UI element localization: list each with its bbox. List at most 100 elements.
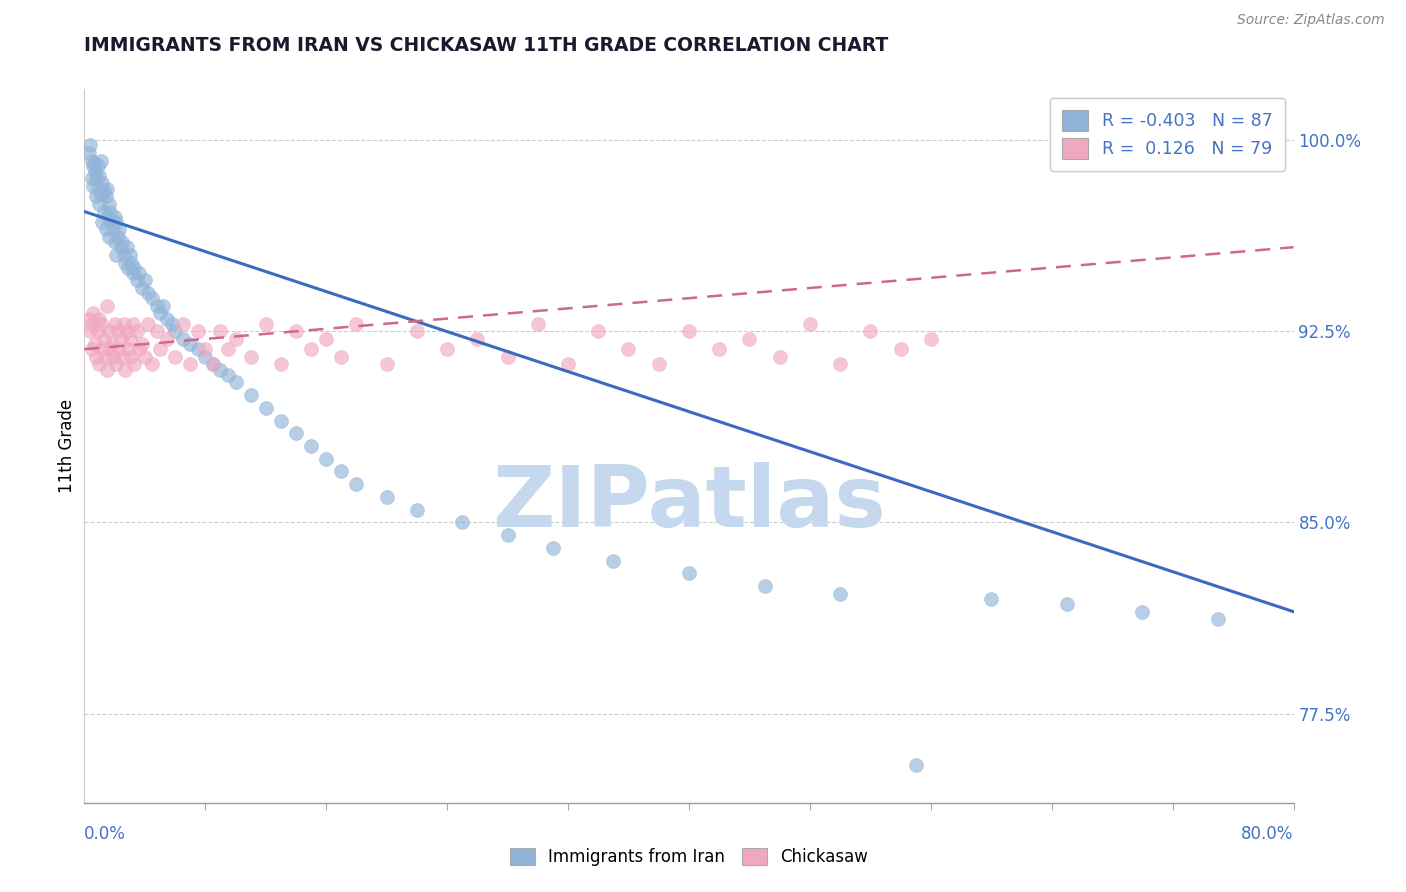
Point — [89, 169, 111, 183]
Point — [134, 350, 156, 364]
Text: Source: ZipAtlas.com: Source: ZipAtlas.com — [1237, 13, 1385, 28]
Point — [117, 342, 139, 356]
Point — [149, 342, 172, 356]
Point — [209, 362, 232, 376]
Point — [89, 197, 111, 211]
Point — [94, 350, 117, 364]
Point — [738, 332, 761, 346]
Point — [91, 215, 114, 229]
Point — [90, 153, 112, 168]
Point — [107, 230, 129, 244]
Point — [91, 177, 114, 191]
Point — [136, 317, 159, 331]
Point — [128, 266, 150, 280]
Point — [136, 286, 159, 301]
Point — [80, 153, 103, 168]
Text: 0.0%: 0.0% — [84, 825, 127, 843]
Point — [890, 342, 912, 356]
Point — [647, 358, 671, 372]
Point — [165, 324, 187, 338]
Point — [110, 240, 132, 254]
Point — [101, 350, 124, 364]
Point — [84, 337, 107, 351]
Point — [121, 266, 143, 280]
Point — [118, 248, 141, 262]
Point — [105, 215, 128, 229]
Point — [105, 358, 128, 372]
Point — [375, 490, 398, 504]
Point — [86, 171, 108, 186]
Point — [830, 587, 852, 601]
Point — [131, 337, 153, 351]
Point — [172, 317, 194, 331]
Point — [239, 388, 262, 402]
Point — [451, 516, 474, 530]
Point — [209, 324, 232, 338]
Point — [94, 222, 117, 236]
Point — [602, 554, 624, 568]
Point — [120, 255, 142, 269]
Point — [315, 332, 337, 346]
Point — [90, 317, 112, 331]
Point — [98, 204, 121, 219]
Point — [194, 342, 217, 356]
Point — [980, 591, 1002, 606]
Point — [118, 332, 141, 346]
Point — [84, 156, 107, 170]
Point — [254, 317, 277, 331]
Point — [97, 197, 120, 211]
Point — [79, 324, 101, 338]
Point — [557, 358, 579, 372]
Point — [114, 362, 136, 376]
Point — [541, 541, 564, 555]
Point — [98, 342, 121, 356]
Point — [90, 186, 112, 201]
Point — [77, 145, 100, 160]
Point — [122, 260, 145, 275]
Text: 80.0%: 80.0% — [1241, 825, 1294, 843]
Point — [217, 342, 239, 356]
Point — [920, 332, 942, 346]
Point — [96, 362, 118, 376]
Point — [114, 255, 136, 269]
Point — [128, 342, 150, 356]
Point — [187, 342, 209, 356]
Point — [100, 215, 122, 229]
Point — [254, 401, 277, 415]
Point — [105, 248, 128, 262]
Point — [107, 324, 129, 338]
Text: ZIPatlas: ZIPatlas — [492, 461, 886, 545]
Point — [87, 181, 110, 195]
Point — [104, 210, 127, 224]
Point — [201, 358, 224, 372]
Point — [82, 306, 104, 320]
Point — [131, 281, 153, 295]
Point — [84, 163, 107, 178]
Point — [769, 350, 792, 364]
Point — [156, 332, 179, 346]
Point — [89, 358, 111, 372]
Point — [80, 171, 103, 186]
Point — [406, 502, 429, 516]
Point — [96, 210, 118, 224]
Point — [1130, 605, 1153, 619]
Point — [284, 426, 308, 441]
Point — [496, 528, 519, 542]
Point — [97, 324, 120, 338]
Point — [121, 317, 143, 331]
Point — [859, 324, 882, 338]
Point — [617, 342, 640, 356]
Point — [108, 342, 131, 356]
Point — [406, 324, 429, 338]
Point — [225, 332, 247, 346]
Point — [93, 184, 115, 198]
Point — [678, 324, 700, 338]
Text: IMMIGRANTS FROM IRAN VS CHICKASAW 11TH GRADE CORRELATION CHART: IMMIGRANTS FROM IRAN VS CHICKASAW 11TH G… — [84, 36, 889, 54]
Point — [122, 358, 145, 372]
Point — [134, 273, 156, 287]
Point — [127, 273, 149, 287]
Point — [179, 337, 201, 351]
Point — [112, 248, 135, 262]
Point — [111, 235, 134, 249]
Point — [217, 368, 239, 382]
